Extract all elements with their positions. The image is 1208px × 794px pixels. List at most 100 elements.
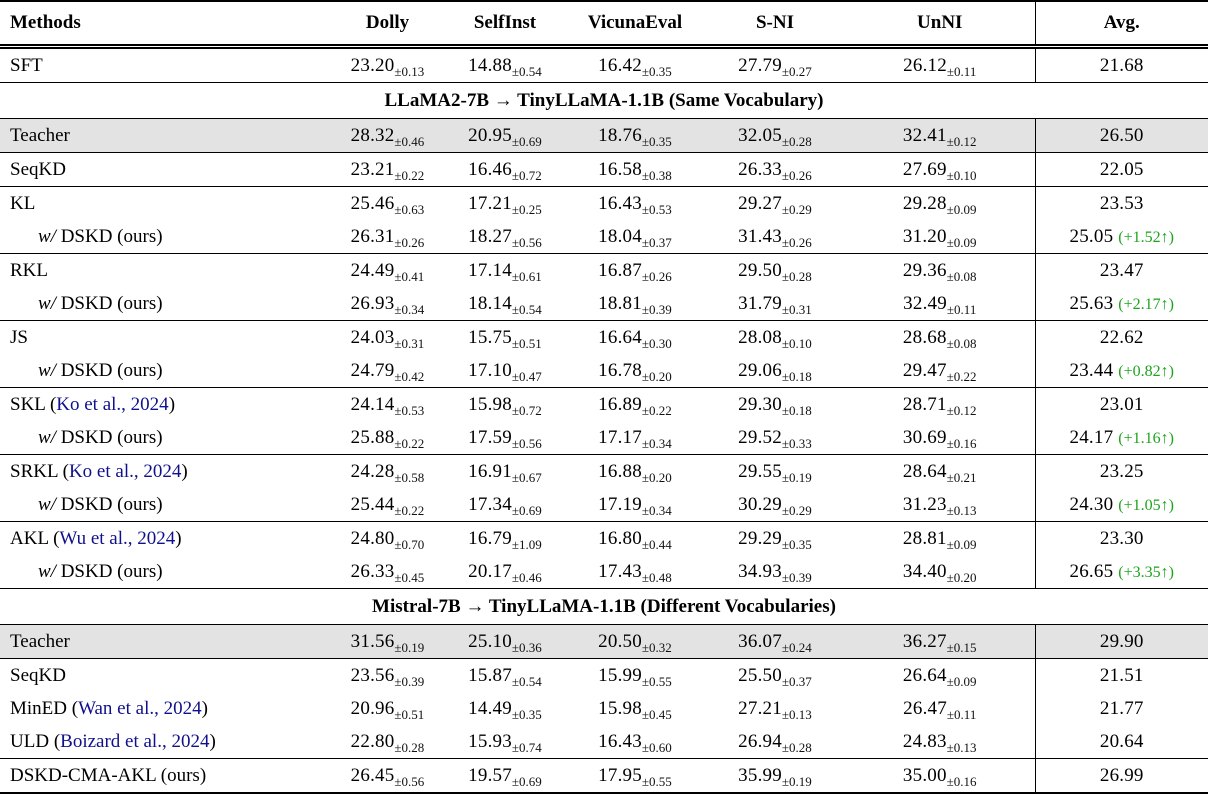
section-header-row: Mistral-7B → TinyLLaMA-1.1B (Different V…	[0, 588, 1208, 625]
std-dev-subscript: ±0.34	[394, 301, 425, 317]
score-value: 15.75	[468, 326, 512, 348]
method-cell: w/ DSKD (ours)	[0, 555, 330, 589]
value-cell: 22.80±0.28	[330, 725, 445, 759]
avg-cell: 29.90	[1034, 624, 1208, 659]
value-cell: 17.17±0.34	[565, 421, 705, 455]
value-cell: 28.68±0.08	[845, 320, 1035, 354]
value-cell: 34.40±0.20	[845, 555, 1035, 589]
value-cell: 29.28±0.09	[845, 186, 1035, 220]
score-value: 18.81	[598, 292, 642, 314]
std-dev-subscript: ±0.53	[394, 402, 425, 418]
avg-value: 26.65	[1069, 560, 1114, 582]
value-cell: 17.10±0.47	[445, 354, 565, 388]
score-value: 16.89	[598, 393, 642, 415]
std-dev-subscript: ±0.16	[946, 773, 977, 789]
method-cell: ULD (Boizard et al., 2024)	[10, 730, 216, 752]
value-cell: 32.41±0.12	[845, 118, 1035, 153]
avg-value: 24.17	[1069, 426, 1114, 448]
score-value: 31.20	[902, 225, 947, 247]
value-cell: 16.80±0.44	[565, 521, 705, 555]
value-cell: 36.27±0.15	[845, 624, 1035, 659]
std-dev-subscript: ±0.18	[781, 368, 812, 384]
method-cell: SFT	[0, 46, 330, 83]
column-header-dolly: Dolly	[330, 0, 445, 49]
column-header-unni: UnNI	[845, 0, 1035, 49]
method-label: AKL	[10, 527, 49, 549]
score-value: 32.49	[903, 292, 947, 314]
table-header: Methods Dolly SelfInst VicunaEval S-NI UnNI Av…	[0, 0, 1208, 49]
std-dev-subscript: ±0.72	[511, 402, 542, 418]
method-cell: RKL	[0, 253, 330, 287]
avg-cell: 22.62	[1034, 320, 1208, 354]
value-cell: 29.27±0.29	[705, 186, 845, 220]
score-value: 25.44	[350, 493, 395, 515]
std-dev-subscript: ±0.28	[781, 133, 812, 149]
value-cell: 15.93±0.74	[445, 725, 565, 759]
std-dev-subscript: ±0.32	[641, 639, 672, 655]
citation-link[interactable]: Ko et al., 2024	[56, 393, 169, 415]
value-cell: 24.79±0.42	[330, 354, 445, 388]
std-dev-subscript: ±0.08	[946, 268, 977, 284]
value-cell: 29.55±0.19	[705, 454, 845, 488]
table-body: SFT 23.20±0.13 14.88±0.54 16.42±0.35 27.79±0…	[0, 46, 1208, 793]
std-dev-subscript: ±0.16	[946, 435, 977, 451]
value-cell: 25.46±0.63	[330, 186, 445, 220]
std-dev-subscript: ±0.47	[511, 368, 542, 384]
score-value: 16.80	[598, 527, 642, 549]
avg-value: 23.25	[1099, 460, 1144, 482]
score-value: 26.33	[350, 560, 395, 582]
value-cell: 24.49±0.41	[330, 253, 445, 287]
value-cell: 30.29±0.29	[705, 488, 845, 522]
score-value: 25.46	[350, 192, 395, 214]
std-dev-subscript: ±0.27	[781, 63, 812, 79]
score-value: 34.93	[738, 560, 782, 582]
std-dev-subscript: ±0.36	[511, 639, 542, 655]
score-value: 23.21	[350, 158, 395, 180]
std-dev-subscript: ±0.37	[641, 234, 672, 250]
std-dev-subscript: ±0.74	[511, 739, 542, 755]
std-dev-subscript: ±0.54	[511, 673, 542, 689]
std-dev-subscript: ±0.13	[946, 739, 977, 755]
table-row: Teacher 31.56±0.19 25.10±0.36 20.50±0.32 36.…	[0, 624, 1208, 659]
citation-link[interactable]: Wu et al., 2024	[59, 527, 176, 549]
method-prefix: w/	[38, 493, 56, 515]
value-cell: 18.76±0.35	[565, 118, 705, 153]
value-cell: 25.88±0.22	[330, 421, 445, 455]
std-dev-subscript: ±0.15	[946, 639, 977, 655]
value-cell: 16.88±0.20	[565, 454, 705, 488]
std-dev-subscript: ±0.28	[394, 739, 425, 755]
citation-link[interactable]: Boizard et al., 2024	[60, 730, 210, 752]
value-cell: 29.30±0.18	[705, 387, 845, 421]
score-value: 16.78	[598, 359, 642, 381]
citation-link[interactable]: Ko et al., 2024	[68, 460, 182, 482]
value-cell: 25.10±0.36	[445, 624, 565, 659]
score-value: 22.80	[350, 730, 395, 752]
std-dev-subscript: ±0.37	[781, 673, 812, 689]
value-cell: 20.50±0.32	[565, 624, 705, 659]
score-value: 24.14	[350, 393, 395, 415]
score-value: 29.30	[738, 393, 782, 415]
value-cell: 29.52±0.33	[705, 421, 845, 455]
value-cell: 32.49±0.11	[845, 287, 1035, 321]
score-value: 16.91	[468, 460, 512, 482]
avg-cell: 25.05 (+1.52↑)	[1034, 220, 1208, 254]
avg-cell: 24.17 (+1.16↑)	[1034, 421, 1208, 455]
score-value: 18.14	[468, 292, 512, 314]
method-label: DSKD (ours)	[60, 426, 163, 448]
value-cell: 24.80±0.70	[330, 521, 445, 555]
score-value: 29.47	[902, 359, 947, 381]
gain-badge: (+2.17↑)	[1118, 295, 1174, 313]
method-label: RKL	[10, 259, 48, 281]
method-label: KL	[10, 192, 36, 214]
score-value: 26.12	[903, 54, 947, 76]
std-dev-subscript: ±0.25	[511, 201, 542, 217]
method-cell: SKL (Ko et al., 2024)	[0, 387, 330, 421]
table-row: w/ DSKD (ours) 26.31±0.26 18.27±0.56 18.04±…	[0, 220, 1208, 254]
score-value: 16.58	[598, 158, 642, 180]
score-value: 17.19	[598, 493, 642, 515]
score-value: 27.79	[738, 54, 782, 76]
score-value: 15.98	[468, 393, 512, 415]
value-cell: 26.94±0.28	[705, 725, 845, 759]
citation-link[interactable]: Wan et al., 2024	[78, 697, 202, 719]
std-dev-subscript: ±0.09	[946, 673, 977, 689]
